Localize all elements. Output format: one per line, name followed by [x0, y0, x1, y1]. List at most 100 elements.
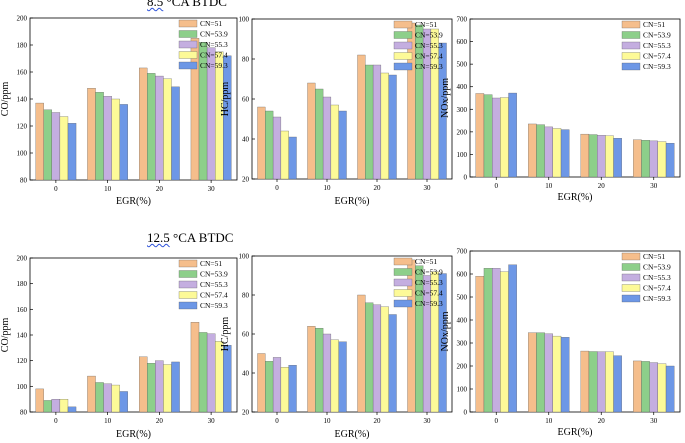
bar — [544, 126, 553, 178]
bar — [372, 304, 382, 413]
legend-entry: CN=59.3 — [643, 294, 671, 303]
legend-swatch — [621, 263, 641, 271]
legend-entry: CN=55.3 — [643, 273, 671, 282]
legend-swatch — [393, 278, 413, 287]
legend-swatch — [178, 61, 198, 70]
legend-swatch — [621, 284, 641, 292]
y-tick-label: 700 — [457, 248, 468, 256]
x-tick-label: 30 — [208, 185, 216, 193]
bar — [223, 55, 232, 181]
y-tick-label: 100 — [239, 16, 250, 24]
timing-heading-top: 8.5 °CA BTDC — [147, 0, 227, 10]
plot-frame — [469, 18, 681, 178]
legend-entry: CN=51 — [415, 20, 437, 29]
y-axis-title: CO/ppm — [0, 82, 11, 117]
y-tick-label: 300 — [457, 340, 468, 348]
bar — [35, 102, 44, 181]
x-tick-label: 0 — [275, 184, 279, 192]
legend-swatch — [178, 270, 198, 278]
bar — [155, 360, 164, 413]
x-tick-label: 0 — [54, 417, 58, 425]
bar — [51, 112, 61, 181]
x-tick-label: 10 — [104, 185, 112, 193]
bar — [357, 54, 366, 180]
timing-value-top: 8.5 — [147, 0, 164, 9]
x-axis-title: EGR(%) — [116, 429, 151, 440]
bar — [257, 353, 266, 413]
legend-swatch — [621, 31, 641, 39]
y-tick-label: 100 — [457, 151, 468, 159]
x-tick-label: 20 — [598, 182, 606, 190]
y-tick-label: 100 — [239, 253, 250, 261]
bar — [190, 38, 200, 181]
bar — [43, 109, 52, 181]
bar — [380, 306, 389, 413]
bar — [265, 110, 274, 180]
bar — [657, 363, 667, 413]
bar — [665, 142, 675, 178]
x-tick-label: 0 — [495, 417, 499, 425]
legend-swatch — [621, 41, 641, 50]
x-tick-label: 20 — [374, 417, 382, 425]
legend-entry: CN=53.9 — [415, 31, 443, 40]
y-tick-label: 140 — [17, 96, 28, 104]
bar — [147, 363, 156, 413]
bar — [641, 361, 650, 413]
x-axis-title: EGR(%) — [558, 192, 593, 203]
bar — [633, 139, 642, 178]
legend-swatch — [178, 40, 198, 49]
bar — [597, 135, 606, 178]
y-tick-label: 100 — [457, 386, 468, 394]
bar — [508, 264, 517, 413]
y-tick-label: 300 — [457, 106, 468, 114]
bar — [315, 88, 324, 180]
legend-entry: CN=53.9 — [643, 263, 671, 272]
legend-entry: CN=57.4 — [200, 51, 228, 60]
legend-entry: CN=57.4 — [643, 284, 671, 293]
y-tick-label: 500 — [457, 61, 468, 69]
y-tick-label: 120 — [17, 123, 28, 131]
y-axis-title: HC/ppm — [220, 317, 231, 352]
bar — [508, 92, 517, 178]
y-tick-label: 20 — [242, 409, 250, 417]
y-tick-label: 80 — [20, 409, 28, 417]
bar — [388, 74, 397, 180]
x-axis-title: EGR(%) — [335, 429, 370, 440]
legend-entry: CN=59.3 — [200, 301, 228, 310]
bar — [206, 333, 216, 413]
bar — [139, 67, 148, 181]
x-tick-label: 10 — [104, 417, 112, 425]
y-tick-label: 180 — [17, 280, 28, 288]
legend-entry: CN=55.3 — [200, 40, 228, 49]
legend-swatch — [621, 273, 641, 282]
bar — [147, 73, 156, 181]
y-tick-label: 200 — [17, 15, 28, 23]
bar — [365, 302, 374, 413]
legend-swatch — [621, 52, 641, 60]
legend-entry: CN=59.3 — [415, 62, 443, 71]
legend-entry: CN=53.9 — [643, 31, 671, 40]
y-tick-label: 180 — [17, 42, 28, 50]
bar — [641, 140, 650, 178]
bar — [649, 140, 658, 178]
bar — [315, 327, 324, 413]
bar — [87, 88, 96, 181]
y-tick-label: 60 — [242, 96, 250, 104]
bar — [51, 399, 61, 413]
x-tick-label: 10 — [545, 182, 553, 190]
timing-heading-bottom: 12.5 °CA BTDC — [147, 230, 233, 246]
legend-entry: CN=53.9 — [200, 270, 228, 279]
bar — [163, 364, 172, 413]
y-tick-label: 200 — [457, 363, 468, 371]
y-tick-label: 160 — [17, 69, 28, 77]
legend-swatch — [393, 289, 413, 297]
bar — [528, 123, 537, 178]
bar — [500, 271, 509, 413]
legend-entry: CN=51 — [200, 19, 222, 28]
bar — [633, 360, 642, 413]
y-tick-label: 600 — [457, 38, 468, 46]
bar — [257, 106, 266, 180]
bar — [87, 375, 96, 413]
legend-swatch — [393, 31, 413, 39]
